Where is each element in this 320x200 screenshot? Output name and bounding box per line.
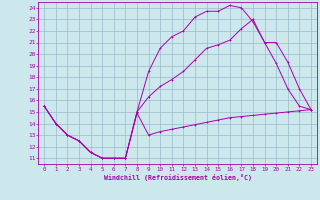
X-axis label: Windchill (Refroidissement éolien,°C): Windchill (Refroidissement éolien,°C) bbox=[104, 174, 252, 181]
